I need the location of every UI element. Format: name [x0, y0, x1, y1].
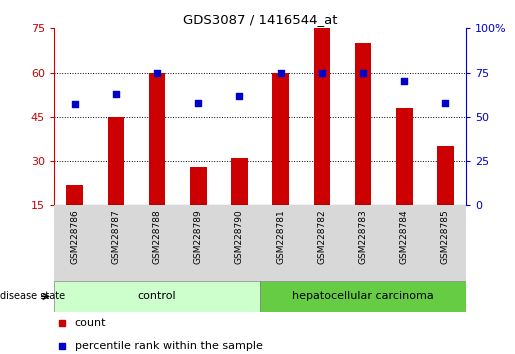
Point: [112, 91, 120, 97]
Bar: [108, 117, 124, 205]
Point: [71, 102, 79, 107]
Text: GSM228788: GSM228788: [152, 209, 162, 264]
Text: hepatocellular carcinoma: hepatocellular carcinoma: [292, 291, 434, 302]
Point: [194, 100, 202, 105]
Bar: [190, 167, 207, 205]
Bar: [149, 73, 165, 205]
Text: GSM228784: GSM228784: [400, 209, 409, 264]
Point: [441, 100, 450, 105]
Title: GDS3087 / 1416544_at: GDS3087 / 1416544_at: [183, 13, 337, 26]
Point: [277, 70, 285, 75]
Bar: [314, 28, 330, 205]
Point: [318, 70, 326, 75]
Text: GSM228782: GSM228782: [317, 209, 327, 264]
Text: GSM228781: GSM228781: [276, 209, 285, 264]
Text: GSM228789: GSM228789: [194, 209, 203, 264]
Text: GSM228783: GSM228783: [358, 209, 368, 264]
Bar: [231, 158, 248, 205]
Text: percentile rank within the sample: percentile rank within the sample: [75, 341, 263, 351]
Bar: [54, 281, 260, 312]
Bar: [437, 146, 454, 205]
Bar: [396, 108, 413, 205]
Point: [153, 70, 161, 75]
Bar: [54, 205, 466, 281]
Text: count: count: [75, 318, 106, 328]
Point: [359, 70, 367, 75]
Bar: [272, 73, 289, 205]
Text: GSM228785: GSM228785: [441, 209, 450, 264]
Bar: [260, 281, 466, 312]
Text: GSM228786: GSM228786: [70, 209, 79, 264]
Bar: [66, 185, 83, 205]
Bar: [355, 43, 371, 205]
Text: disease state: disease state: [0, 291, 65, 302]
Point: [400, 79, 408, 84]
Text: GSM228787: GSM228787: [111, 209, 121, 264]
Point: [235, 93, 244, 98]
Text: GSM228790: GSM228790: [235, 209, 244, 264]
Text: control: control: [138, 291, 176, 302]
